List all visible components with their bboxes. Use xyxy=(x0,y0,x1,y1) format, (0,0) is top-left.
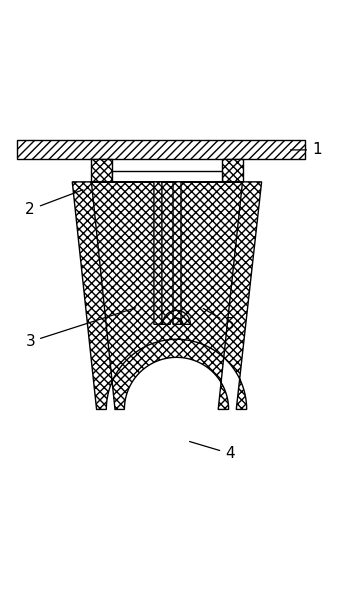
Text: 2: 2 xyxy=(25,190,83,217)
Polygon shape xyxy=(17,140,305,159)
Polygon shape xyxy=(72,182,262,409)
Polygon shape xyxy=(222,159,243,182)
Text: 1: 1 xyxy=(291,142,322,157)
Polygon shape xyxy=(154,182,190,325)
Text: 4: 4 xyxy=(190,442,235,461)
Text: 3: 3 xyxy=(25,308,136,349)
Text: 5: 5 xyxy=(203,308,235,332)
Polygon shape xyxy=(91,159,112,182)
Polygon shape xyxy=(112,172,222,182)
